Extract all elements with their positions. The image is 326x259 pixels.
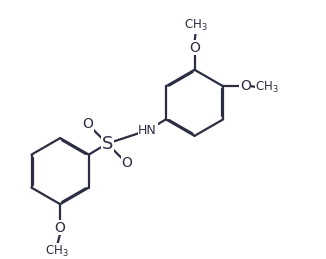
Text: O: O [189, 41, 200, 55]
Text: S: S [101, 135, 113, 153]
Text: O: O [55, 221, 66, 235]
Text: CH$_3$: CH$_3$ [255, 80, 279, 95]
Text: CH$_3$: CH$_3$ [45, 244, 68, 259]
Text: CH$_3$: CH$_3$ [184, 18, 208, 33]
Text: O: O [82, 117, 93, 131]
Text: HN: HN [138, 124, 157, 137]
Text: O: O [240, 79, 251, 93]
Text: O: O [122, 156, 132, 170]
